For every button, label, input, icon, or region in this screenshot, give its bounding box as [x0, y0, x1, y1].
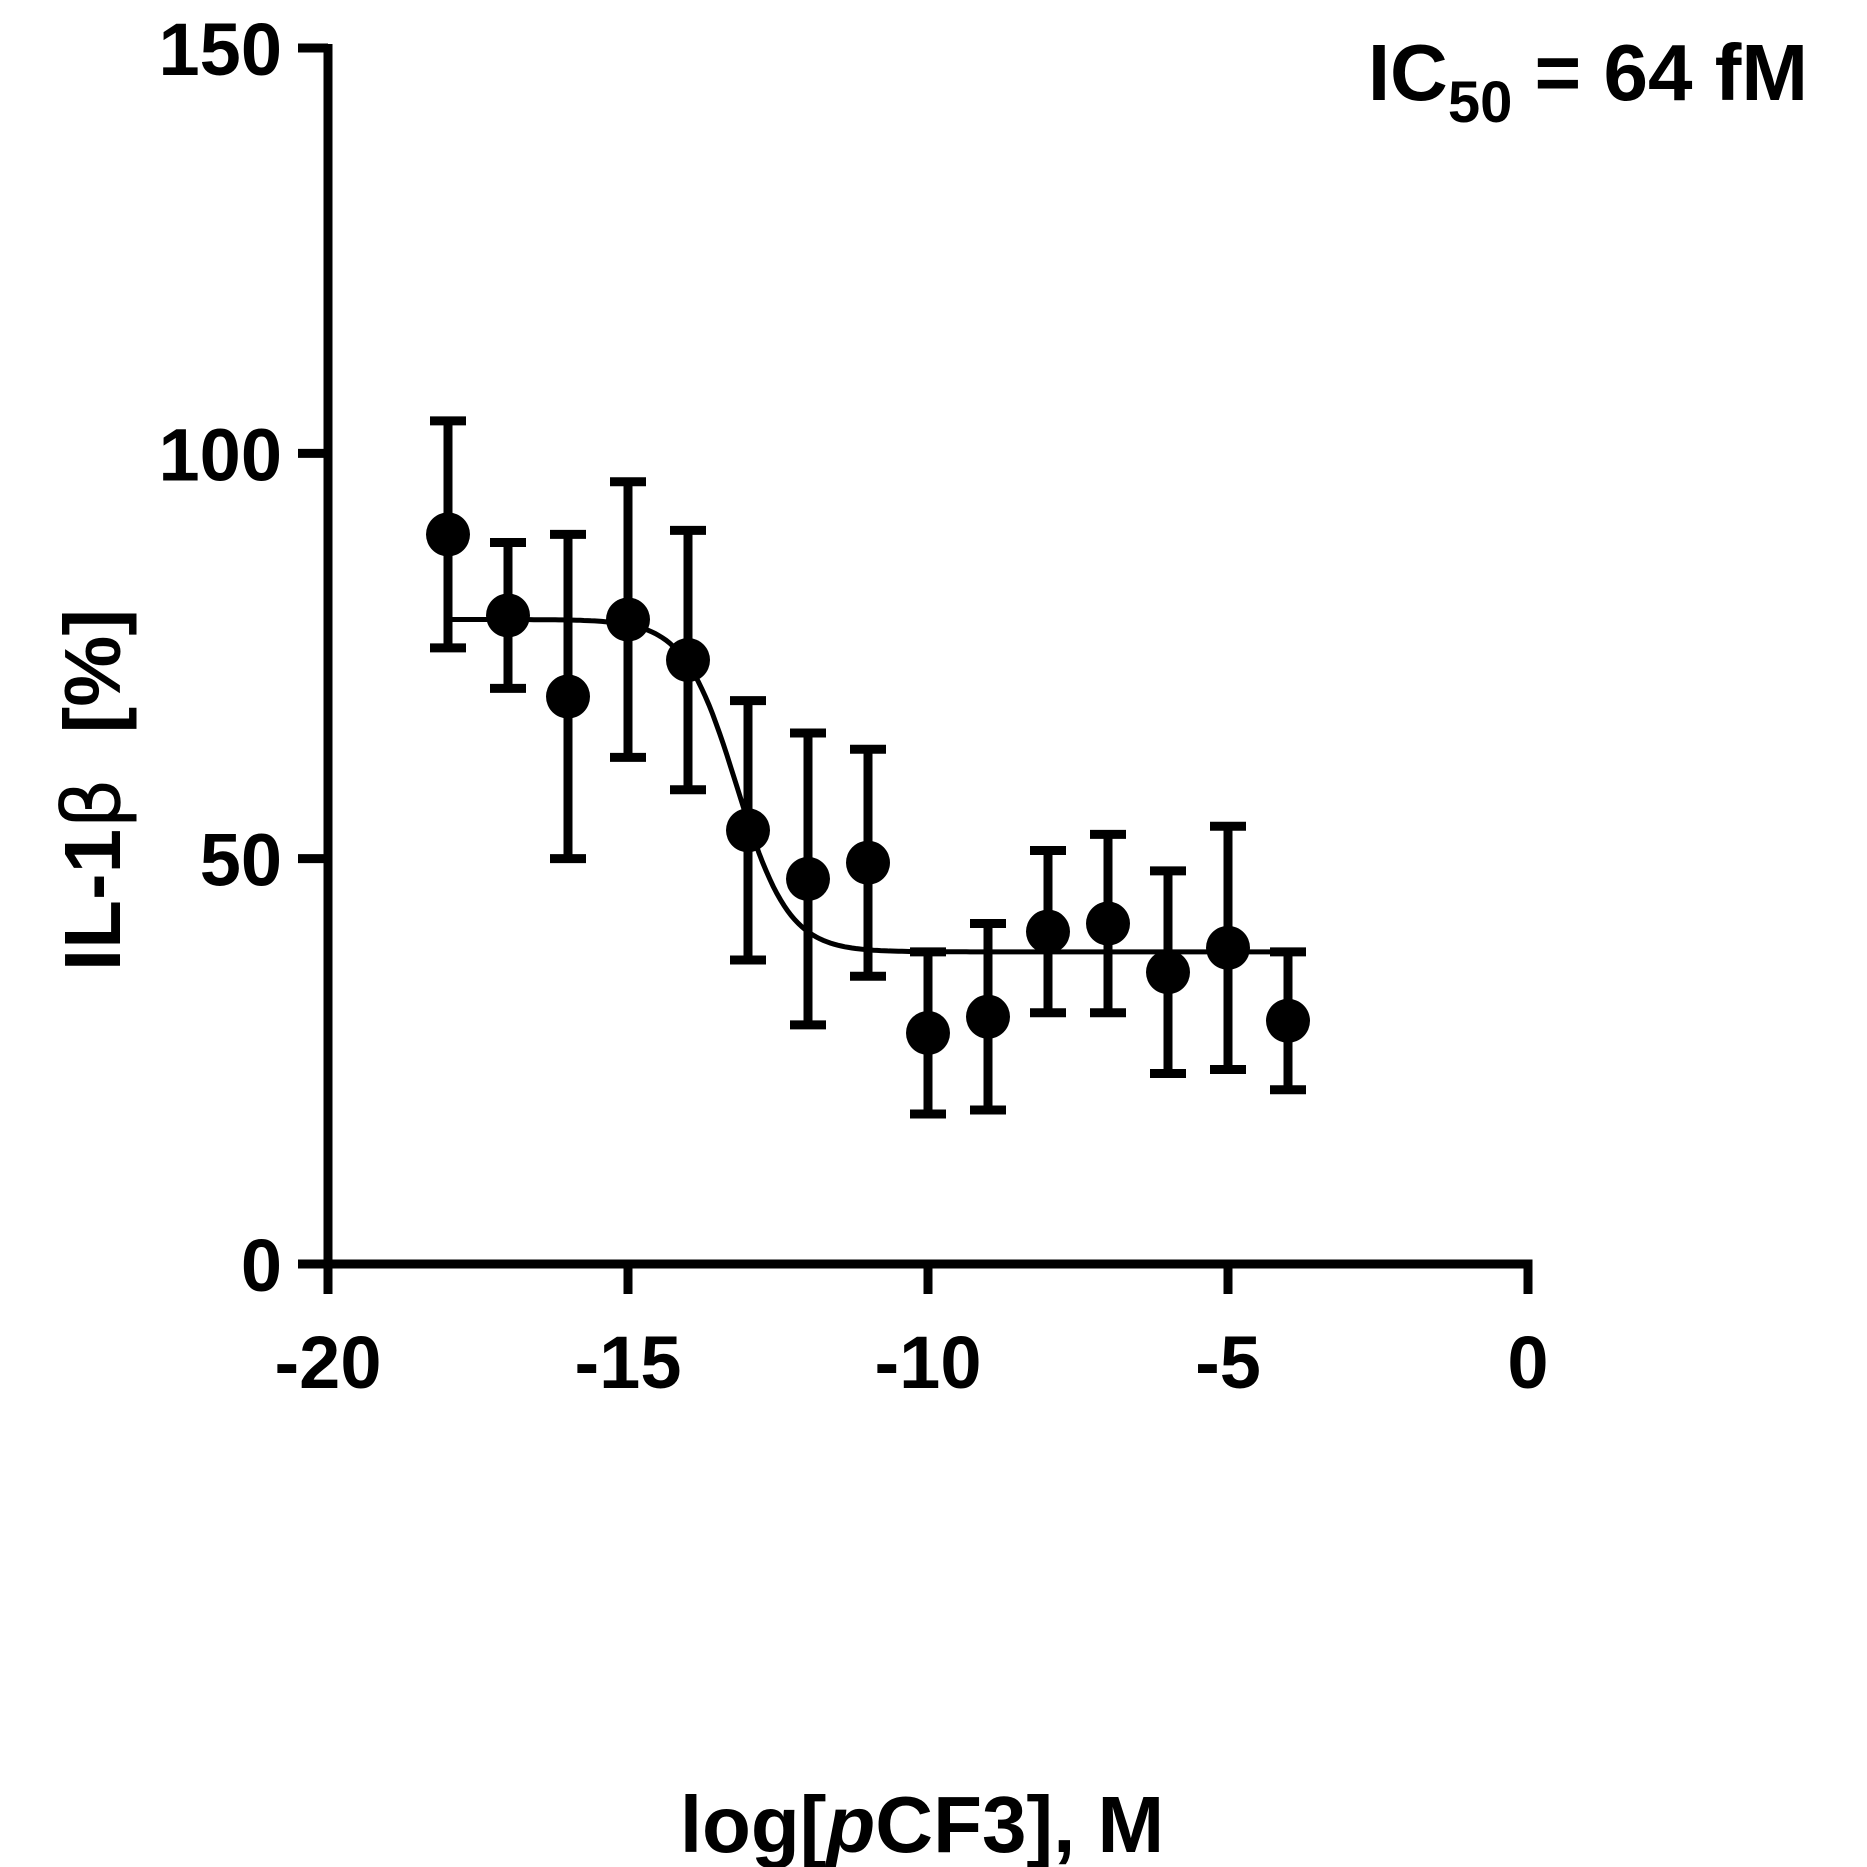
error-bars	[430, 416, 1306, 1119]
data-point	[1266, 998, 1310, 1043]
data-point	[1086, 901, 1130, 946]
fit-curve	[448, 617, 1306, 955]
data-point	[846, 840, 890, 885]
x-tick-label: 0	[1507, 1321, 1548, 1404]
data-point	[786, 856, 830, 901]
data-point	[1146, 950, 1190, 995]
fit-curve-layer	[448, 617, 1306, 955]
x-axis-title: log[pCF3], M	[680, 1780, 1164, 1867]
data-point	[426, 512, 470, 557]
data-point	[726, 808, 770, 853]
y-tick-label: 150	[159, 8, 282, 91]
y-tick-label: 50	[200, 819, 282, 902]
y-axis-title: IL-1β [%]	[46, 609, 139, 971]
x-tick-label: -10	[875, 1321, 982, 1404]
x-tick-label: -15	[575, 1321, 682, 1404]
data-point	[546, 674, 590, 719]
y-tick-label: 100	[159, 413, 282, 496]
ic50-annotation-main: IC	[1368, 28, 1448, 117]
y-axis-title-beta: β	[46, 778, 139, 829]
ic50-annotation: IC50 = 64 fM	[1368, 28, 1808, 135]
data-point	[1206, 925, 1250, 970]
y-axis-title-part-3: [%]	[48, 609, 137, 778]
data-point	[606, 597, 650, 642]
data-point	[666, 638, 710, 683]
x-axis-title-italic: p	[824, 1780, 875, 1867]
x-tick-label: -5	[1195, 1321, 1261, 1404]
y-axis-title-part-1: IL-1	[48, 829, 137, 971]
y-tick-label: 0	[241, 1224, 282, 1307]
x-axis-title-part-1: log[	[680, 1780, 827, 1867]
x-tick-label: -20	[275, 1321, 382, 1404]
data-point	[906, 1010, 950, 1055]
axes: -20 -15 -10 -5 0 0 50 100 150	[159, 8, 1549, 1404]
ic50-annotation-rest: = 64 fM	[1512, 28, 1808, 117]
data-points	[426, 512, 1310, 1055]
data-point	[1026, 909, 1070, 954]
data-point	[486, 593, 530, 638]
x-axis-title-part-3: CF3], M	[875, 1780, 1164, 1867]
ic50-annotation-sub: 50	[1448, 70, 1513, 135]
data-point	[966, 994, 1010, 1039]
